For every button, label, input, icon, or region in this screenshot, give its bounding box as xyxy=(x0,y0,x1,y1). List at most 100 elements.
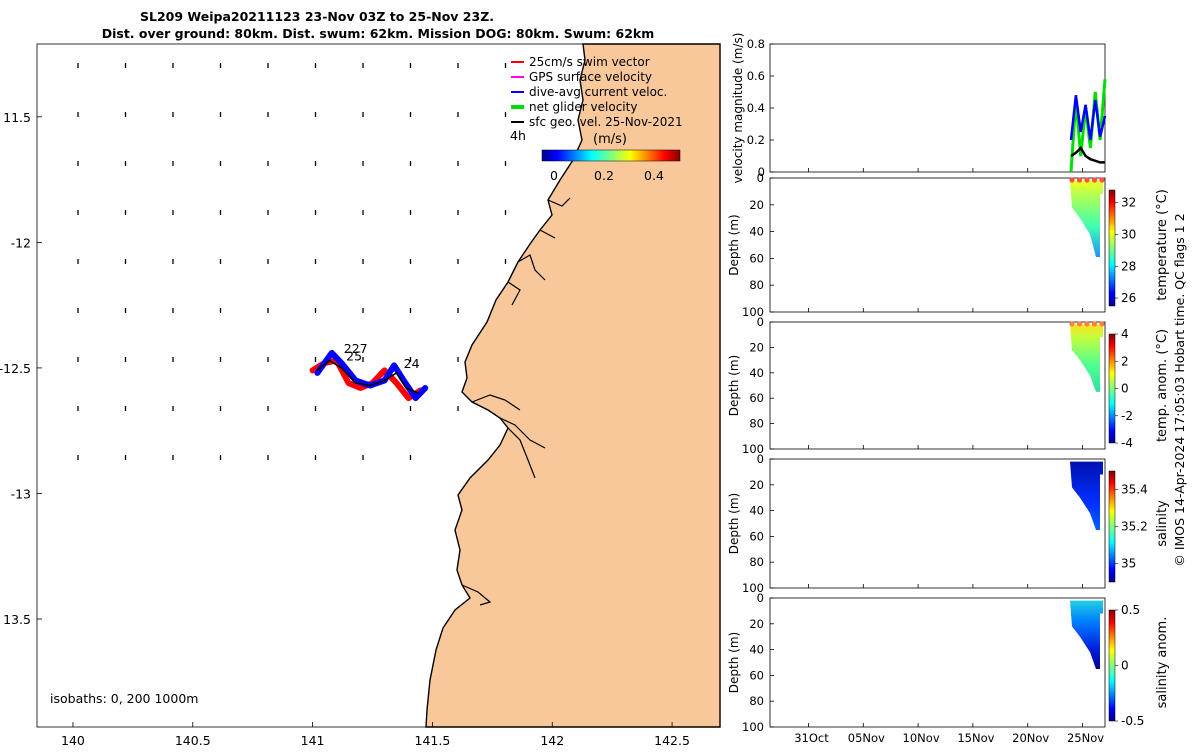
depth-tick-label: 20 xyxy=(749,617,764,631)
colorbar-tick-label: 0 xyxy=(1121,659,1129,673)
colorbar-tick-label: 26 xyxy=(1121,291,1136,305)
date-tick-label: 05Nov xyxy=(848,731,885,745)
track-line-2 xyxy=(316,359,419,394)
depth-tick-label: 80 xyxy=(749,694,764,708)
depth-tick-label: 0 xyxy=(757,315,764,329)
depth-ylabel: Depth (m) xyxy=(727,493,741,554)
profile-section xyxy=(1070,180,1103,258)
depth-tick-label: 20 xyxy=(749,198,764,212)
colorbar-tick-label: 30 xyxy=(1121,227,1136,241)
colorbar-tick-label: -0.5 xyxy=(1121,714,1144,728)
map-xtick-label: 140.5 xyxy=(175,733,211,748)
surface-dot xyxy=(1084,177,1090,183)
legend-label: sfc geo. vel. 25-Nov-2021 xyxy=(529,115,683,129)
legend-label: GPS surface velocity xyxy=(529,70,652,84)
depth-tick-label: 100 xyxy=(742,720,764,734)
velocity-frame xyxy=(769,43,1106,173)
velocity-ytick-label: 0.2 xyxy=(747,133,765,147)
isobaths-label: isobaths: 0, 200 1000m xyxy=(50,691,198,706)
colorbar-label: temp. anom. (°C) xyxy=(1155,329,1170,442)
profile-section xyxy=(1070,600,1103,669)
depth-ylabel: Depth (m) xyxy=(727,355,741,416)
profile-section xyxy=(1070,461,1103,530)
map-ytick-label: 11.5 xyxy=(3,110,31,125)
colorbar-tick-label: 0.5 xyxy=(1121,603,1140,617)
depth-tick-label: 60 xyxy=(749,251,764,265)
map-ytick-label: 13.5 xyxy=(3,612,31,627)
profile-frame xyxy=(769,458,1106,589)
colorbar-tick-label: -4 xyxy=(1121,436,1133,450)
depth-tick-label: 80 xyxy=(749,278,764,292)
colorbar-label: salinity anom. xyxy=(1155,617,1170,709)
depth-tick-label: 80 xyxy=(749,555,764,569)
profile-panel-temperature: 0 20 40 60 80 100 Depth (m) 26 28 30 32 temperature… xyxy=(727,171,1170,319)
colorbar-unit: (m/s) xyxy=(593,132,627,147)
colorbar-tick-label: 35.4 xyxy=(1121,483,1148,497)
depth-ylabel: Depth (m) xyxy=(727,214,741,275)
depth-tick-label: 60 xyxy=(749,391,764,405)
colorbar-tick-label: 0 xyxy=(1121,382,1129,396)
map-xtick-label: 142 xyxy=(540,733,564,748)
map-ytick-label: -13 xyxy=(11,486,31,501)
depth-tick-label: 80 xyxy=(749,417,764,431)
velocity-ylabel: velocity magnitude (m/s) xyxy=(731,33,745,184)
map-colorbar xyxy=(541,149,681,162)
map-colorbar-ticks: 0 0.2 0.4 xyxy=(550,168,664,183)
depth-tick-label: 100 xyxy=(742,305,764,319)
date-tick-label: 31Oct xyxy=(794,731,829,745)
day-label: 24 xyxy=(404,356,420,371)
map-colorbar-tick: 0.4 xyxy=(644,168,664,183)
surface-dot xyxy=(1091,321,1098,327)
colorbar-tick-label: 2 xyxy=(1121,354,1129,368)
velocity-ytick-label: 0 xyxy=(758,165,765,179)
velocity-ytick-label: 0.6 xyxy=(747,69,765,83)
profile-colorbar xyxy=(1108,333,1116,444)
profile-colorbar xyxy=(1108,189,1116,307)
date-tick-label: 15Nov xyxy=(957,731,994,745)
coast-inlets xyxy=(461,197,571,606)
depth-tick-label: 20 xyxy=(749,478,764,492)
profile-panel-salinity: 0 20 40 60 80 100 Depth (m) 35 35.2 35.4 salinity xyxy=(727,452,1170,595)
depth-tick-label: 20 xyxy=(749,340,764,354)
map-xtick-label: 141.5 xyxy=(415,733,451,748)
surface-dot xyxy=(1084,321,1090,327)
map-colorbar-tick: 0.2 xyxy=(594,168,614,183)
colorbar-tick-label: 4 xyxy=(1121,327,1129,341)
map-xtick-label: 140 xyxy=(61,733,85,748)
map-colorbar-tick: 0 xyxy=(550,168,558,183)
legend-label: dive-avg current veloc. xyxy=(529,85,667,99)
surface-dot xyxy=(1091,177,1098,183)
profile-frame xyxy=(769,321,1106,450)
profile-panel-salinity_anomaly: 0 20 40 60 80 100 Depth (m) -0.5 0 0.5 salinity an… xyxy=(727,591,1170,734)
legend-label: net glider velocity xyxy=(529,100,637,114)
colorbar-tick-label: 28 xyxy=(1121,259,1136,273)
glider-tracks xyxy=(309,349,429,402)
depth-tick-label: 100 xyxy=(742,581,764,595)
depth-tick-label: 0 xyxy=(757,171,764,185)
surface-dot xyxy=(1076,177,1083,183)
depth-tick-label: 40 xyxy=(749,366,764,380)
colorbar-label: salinity xyxy=(1155,500,1170,547)
depth-tick-label: 40 xyxy=(749,225,764,239)
colorbar-label: temperature (°C) xyxy=(1155,189,1170,301)
date-tick-label: 10Nov xyxy=(903,731,940,745)
title-line1: SL209 Weipa20211123 23-Nov 03Z to 25-Nov… xyxy=(140,9,494,24)
day-label: 227 xyxy=(344,341,368,356)
depth-tick-label: 40 xyxy=(749,504,764,518)
map-ytick-label: -12 xyxy=(11,235,31,250)
profile-frame xyxy=(769,177,1106,313)
day-label: 25 xyxy=(346,348,362,363)
depth-ylabel: Depth (m) xyxy=(727,632,741,693)
colorbar-tick-label: 35 xyxy=(1121,557,1136,571)
velocity-series-2 xyxy=(1070,145,1105,164)
velocity-arrow-field xyxy=(77,63,507,460)
velocity-ytick-label: 0.4 xyxy=(747,101,765,115)
date-tick-label: 25Nov xyxy=(1067,731,1104,745)
map-ticks: 140 140.5 141 141.5 142 142.5 11.5 -12 -12.5 -13 1… xyxy=(0,110,690,748)
colorbar-tick-label: 35.2 xyxy=(1121,520,1148,534)
colorbar-tick-label: 32 xyxy=(1121,196,1136,210)
